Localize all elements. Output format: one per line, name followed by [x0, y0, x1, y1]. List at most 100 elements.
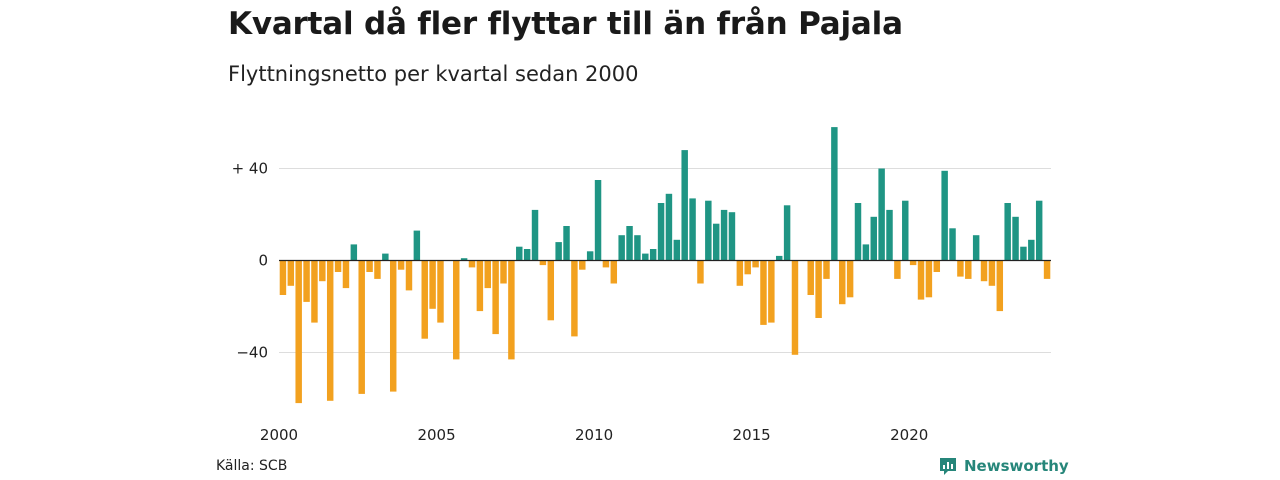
bar [295, 260, 302, 404]
bar [965, 260, 972, 279]
bar [689, 198, 696, 261]
bar [563, 226, 570, 261]
bar [492, 260, 499, 335]
y-tick-label: + 40 [232, 160, 268, 178]
bar [705, 200, 712, 261]
bar [1035, 200, 1043, 261]
bar [902, 200, 909, 261]
bar [326, 260, 334, 401]
y-tick-label: −40 [236, 344, 268, 362]
bar [846, 260, 854, 298]
bar [642, 253, 649, 261]
bar [571, 260, 578, 337]
bar [878, 168, 885, 261]
newsworthy-logo-icon [940, 458, 956, 475]
bars [279, 127, 1051, 404]
bar [854, 203, 862, 261]
bar [815, 260, 822, 318]
bar [823, 260, 830, 279]
chart-subtitle: Flyttningsnetto per kvartal sedan 2000 [228, 62, 639, 86]
y-tick-label: 0 [258, 252, 268, 270]
bar [894, 260, 901, 279]
bar [957, 260, 964, 277]
bar [760, 260, 767, 325]
bar [366, 260, 373, 272]
bar [862, 244, 870, 261]
bar [602, 260, 610, 268]
axes: + 40 0 −40 2000 2005 2010 2015 2020 [232, 160, 1051, 444]
grid-lines [279, 168, 1051, 353]
bar [586, 251, 594, 261]
brand-logo: Newsworthy [938, 456, 1069, 476]
bar [303, 260, 310, 302]
bar [460, 258, 468, 261]
bar [476, 260, 484, 312]
x-tick-label: 2000 [260, 426, 298, 444]
bar [665, 193, 673, 261]
bar [736, 260, 744, 286]
bar [870, 216, 877, 261]
bar [933, 260, 941, 272]
bar [1020, 246, 1027, 261]
x-tick-label: 2005 [417, 426, 455, 444]
bar [397, 260, 405, 270]
bar [382, 253, 389, 261]
bar [886, 209, 893, 261]
bar [1028, 239, 1035, 261]
bar [279, 260, 287, 295]
bar [807, 260, 814, 295]
bar [413, 230, 421, 261]
bar [649, 249, 657, 261]
x-tick-label: 2020 [890, 426, 928, 444]
x-tick-label: 2010 [575, 426, 613, 444]
bar [484, 260, 491, 289]
bar [972, 235, 980, 261]
bar [909, 260, 917, 266]
bar [555, 242, 562, 261]
bar [319, 260, 326, 282]
bar [1012, 216, 1019, 261]
source-note: Källa: SCB [216, 458, 288, 474]
chart-title: Kvartal då fler flyttar till än från Paj… [228, 6, 903, 42]
bar [657, 203, 665, 261]
bar [374, 260, 381, 279]
bar [468, 260, 476, 268]
bar [531, 209, 539, 261]
bar [539, 260, 547, 266]
bar [697, 260, 704, 284]
bar [917, 260, 925, 300]
bar [350, 244, 358, 261]
bar [941, 170, 948, 261]
x-tick-label: 2015 [733, 426, 771, 444]
bar [523, 249, 531, 261]
bar [980, 260, 988, 282]
bar [783, 205, 791, 261]
bar [626, 226, 633, 261]
bar [516, 246, 523, 261]
bar [949, 228, 956, 261]
bar [389, 260, 397, 392]
bar [500, 260, 507, 284]
bar [791, 260, 799, 355]
bar [579, 260, 586, 270]
bar [334, 260, 342, 272]
bar [744, 260, 751, 275]
bar [925, 260, 933, 298]
bar [429, 260, 436, 309]
bar [594, 180, 602, 261]
bar [437, 260, 444, 323]
bar [988, 260, 996, 286]
bar [421, 260, 428, 339]
bar [1043, 260, 1051, 279]
bar [453, 260, 460, 360]
bar [610, 260, 618, 284]
bar [405, 260, 413, 291]
brand-name: Newsworthy [964, 457, 1069, 475]
bar [996, 260, 1004, 312]
bar [673, 239, 681, 261]
bar [634, 235, 641, 261]
bar [342, 260, 350, 289]
bar [618, 235, 625, 261]
bar [681, 150, 688, 261]
